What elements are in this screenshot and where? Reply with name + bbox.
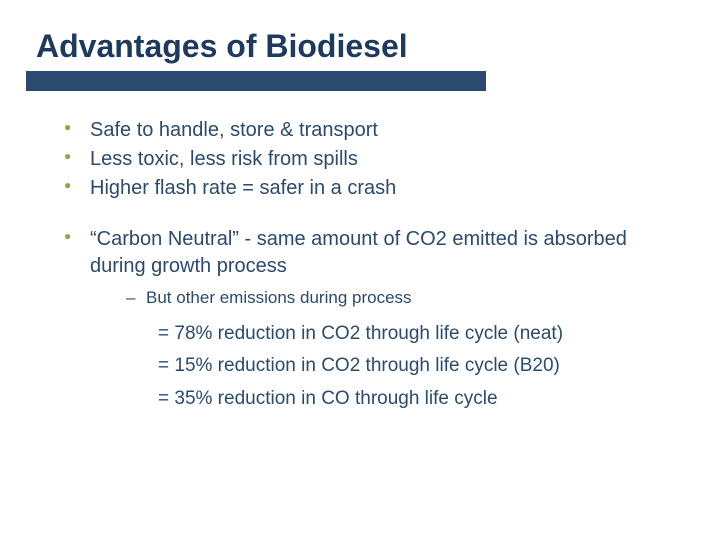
slide-title: Advantages of Biodiesel <box>36 28 684 65</box>
bullet-text: “Carbon Neutral” - same amount of CO2 em… <box>90 228 627 277</box>
bullet-list: “Carbon Neutral” - same amount of CO2 em… <box>64 226 684 413</box>
sub-bullet-list: But other emissions during process <box>126 286 684 310</box>
equals-list: = 78% reduction in CO2 through life cycl… <box>158 320 684 414</box>
bullet-list: Safe to handle, store & transport Less t… <box>64 117 684 202</box>
list-item: Safe to handle, store & transport <box>64 117 684 144</box>
slide: Advantages of Biodiesel Safe to handle, … <box>0 0 720 540</box>
list-item: “Carbon Neutral” - same amount of CO2 em… <box>64 226 684 413</box>
sub-list-item: But other emissions during process <box>126 286 684 310</box>
title-underline-bar <box>26 71 486 91</box>
equals-item: = 78% reduction in CO2 through life cycl… <box>158 320 684 349</box>
equals-item: = 35% reduction in CO through life cycle <box>158 385 684 414</box>
slide-content: Safe to handle, store & transport Less t… <box>36 117 684 413</box>
spacer <box>36 204 684 226</box>
equals-item: = 15% reduction in CO2 through life cycl… <box>158 352 684 381</box>
list-item: Higher flash rate = safer in a crash <box>64 175 684 202</box>
list-item: Less toxic, less risk from spills <box>64 146 684 173</box>
